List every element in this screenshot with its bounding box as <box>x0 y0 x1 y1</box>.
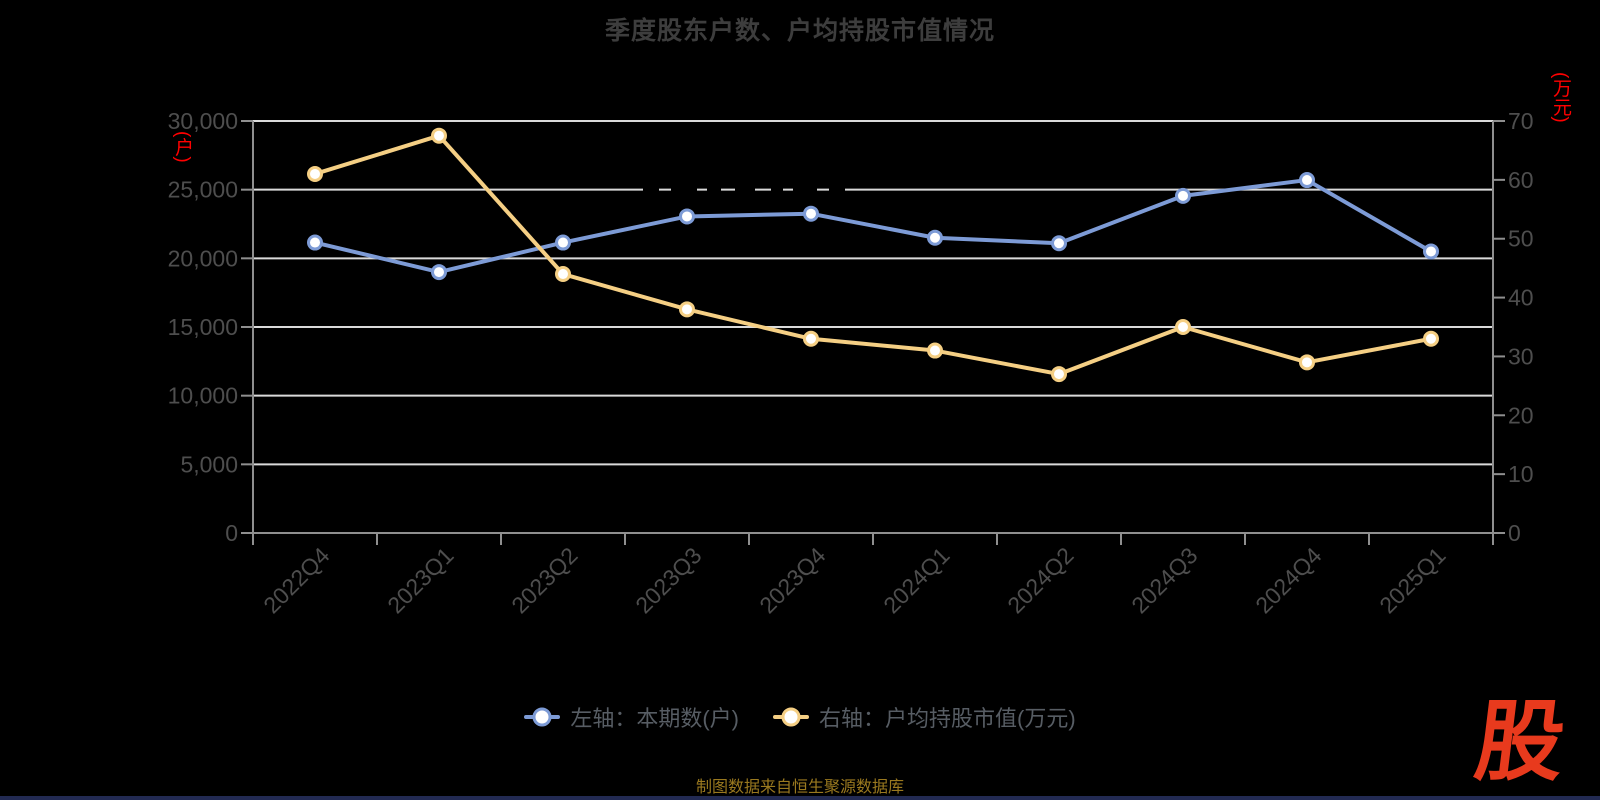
data-point-marker <box>679 208 695 225</box>
chart-title: 季度股东户数、户均持股市值情况 <box>604 17 995 45</box>
gu-stock-logo: 股 <box>1469 692 1571 791</box>
x-axis-tick-label: 2024Q4 <box>1250 542 1326 618</box>
bottom-navy-bar <box>0 796 1600 800</box>
legend-marker-circle <box>532 707 552 727</box>
data-point-marker <box>431 264 447 281</box>
legend-item-avg-market-value[interactable]: 右轴：户均持股市值(万元) <box>773 701 1076 733</box>
data-point-marker <box>1175 187 1191 204</box>
legend-label-shareholder-count: 左轴：本期数(户) <box>570 706 739 731</box>
right-axis-tick-label: 0 <box>1508 520 1521 546</box>
x-axis-tick-label: 2024Q1 <box>878 542 954 618</box>
legend-line-marker-orange <box>773 706 809 728</box>
data-point-marker <box>1175 319 1191 335</box>
left-axis-tick-label: 30,000 <box>168 108 238 134</box>
right-axis-tick-label: 30 <box>1508 343 1534 369</box>
data-point-marker <box>679 301 695 318</box>
left-axis-tick-label: 25,000 <box>168 177 238 203</box>
left-axis-tick-label: 0 <box>225 520 238 546</box>
x-axis-tick-label: 2024Q3 <box>1126 542 1202 618</box>
data-point-marker <box>803 205 819 222</box>
right-axis-tick-label: 40 <box>1508 285 1534 311</box>
data-point-marker <box>431 127 447 144</box>
data-point-marker <box>555 234 571 251</box>
right-axis-tick-label: 10 <box>1508 461 1534 487</box>
x-axis-tick-label: 2022Q4 <box>258 542 334 618</box>
data-point-marker <box>307 234 323 251</box>
right-axis-unit-label: (万元) <box>1549 72 1571 123</box>
right-axis-tick-label: 60 <box>1508 167 1534 193</box>
right-axis-tick-label: 70 <box>1508 108 1534 134</box>
left-axis-tick-label: 15,000 <box>168 314 238 340</box>
left-axis-tick-label: 5,000 <box>180 451 238 477</box>
x-axis-tick-label: 2023Q4 <box>754 542 830 618</box>
data-point-marker <box>555 266 571 283</box>
legend-label-avg-market-value: 右轴：户均持股市值(万元) <box>819 706 1076 731</box>
data-point-marker <box>927 229 943 246</box>
data-point-marker <box>1423 330 1439 347</box>
left-axis-tick-label: 10,000 <box>168 383 238 409</box>
data-point-marker <box>1299 172 1315 189</box>
x-axis-tick-label: 2023Q3 <box>630 542 706 618</box>
right-axis-tick-label: 20 <box>1508 402 1534 428</box>
data-point-marker <box>307 165 323 182</box>
x-axis-tick-label: 2024Q2 <box>1002 542 1078 618</box>
x-axis-tick-label: 2025Q1 <box>1374 542 1450 618</box>
data-point-marker <box>1423 243 1439 260</box>
legend-line-marker-blue <box>524 706 561 728</box>
data-point-marker <box>803 330 819 347</box>
series-line-1 <box>313 133 1433 377</box>
data-point-marker <box>1051 235 1067 252</box>
legend-item-shareholder-count[interactable]: 左轴：本期数(户) <box>524 701 739 733</box>
left-axis-unit-label: (户) <box>171 131 193 163</box>
left-axis-tick-label: 20,000 <box>168 245 238 271</box>
legend-marker-circle <box>781 707 801 727</box>
data-point-marker <box>927 342 943 359</box>
x-axis-tick-label: 2023Q2 <box>506 542 582 618</box>
data-point-marker <box>1299 354 1315 371</box>
legend: 左轴：本期数(户) 右轴：户均持股市值(万元) <box>0 701 1600 733</box>
series-line-0 <box>313 178 1433 275</box>
data-point-marker <box>1051 366 1067 383</box>
data-source-note: 制图数据来自恒生聚源数据库 <box>695 779 904 796</box>
x-axis-tick-label: 2023Q1 <box>382 542 458 618</box>
right-axis-tick-label: 50 <box>1508 226 1534 252</box>
